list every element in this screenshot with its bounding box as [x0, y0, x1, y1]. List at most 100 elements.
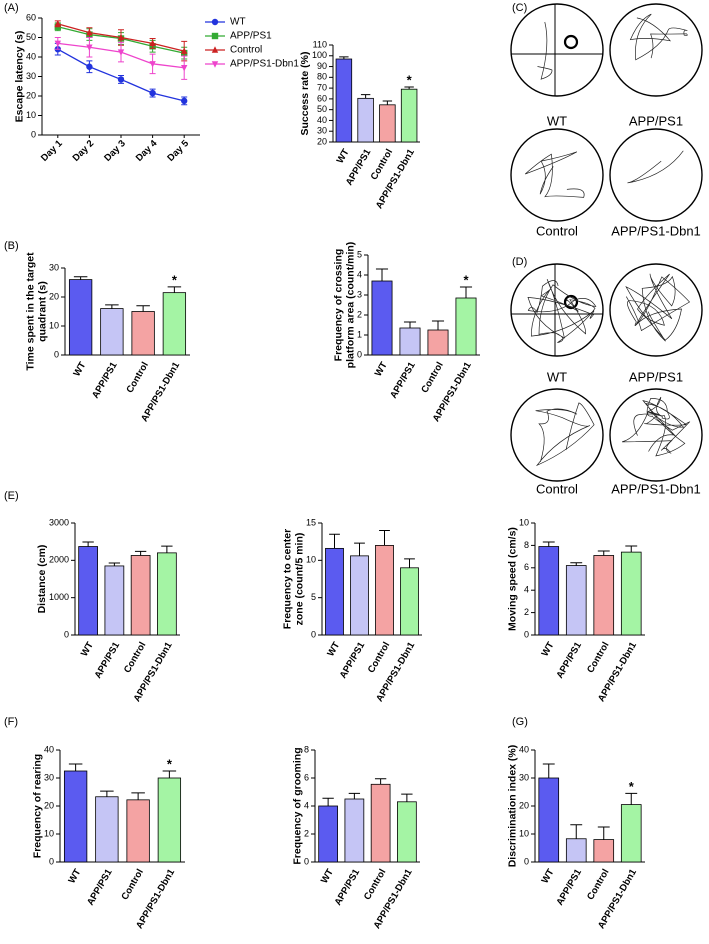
y-axis-label: Time spent in the target: [24, 252, 36, 371]
bar: [100, 308, 124, 356]
error-bar: [379, 529, 390, 546]
error-bar: [136, 305, 150, 312]
bar: [325, 547, 344, 636]
error-bar: [354, 542, 365, 556]
x-tick-label: Day 5: [165, 138, 191, 164]
pool: [609, 128, 703, 222]
x-tick-label: Control: [122, 640, 148, 675]
significance-mark: *: [407, 72, 413, 87]
y-tick-label: 3000: [49, 517, 69, 527]
error-bar: [431, 320, 445, 330]
x-tick-label: WT: [79, 640, 96, 658]
point: [149, 61, 156, 68]
y-tick-label: 30: [317, 126, 327, 136]
trajectory-label: WT: [547, 369, 567, 384]
bar: [162, 292, 187, 356]
y-tick-label: 8: [304, 744, 309, 754]
x-tick-label: APP/PS1: [554, 867, 584, 908]
y-axis-label: Frequency of rearing: [31, 754, 43, 858]
y-tick-label: 2000: [49, 555, 69, 565]
y-tick-label: 0: [524, 856, 529, 866]
y-tick-label: 10: [44, 828, 54, 838]
bar: [68, 279, 93, 356]
y-tick-label: 110: [313, 39, 327, 49]
pool: [609, 388, 703, 482]
point: [54, 40, 61, 48]
y-tick-label: 6: [524, 562, 529, 572]
y-tick-label: 5: [311, 592, 316, 602]
x-tick-label: Control: [585, 640, 611, 675]
swim-path: [527, 278, 597, 344]
error-bar: [82, 541, 94, 547]
swim-path: [537, 21, 553, 80]
bar: [95, 796, 119, 863]
error-bar: [375, 268, 389, 281]
y-axis-label: Success rate (%): [299, 51, 311, 135]
x-tick-label: APP/PS1: [90, 360, 120, 401]
error-bar: [161, 545, 173, 553]
bar: [157, 552, 177, 636]
x-tick-label: Day 1: [39, 138, 65, 164]
bar: [593, 839, 615, 863]
y-tick-label: 10: [519, 517, 529, 527]
error-bar: [570, 824, 583, 839]
point: [211, 61, 219, 68]
panel-label: (G): [512, 716, 528, 728]
bar: [335, 58, 353, 143]
point: [149, 89, 156, 97]
y-tick-label: 40: [317, 115, 327, 125]
legend-label: WT: [230, 17, 246, 28]
bar: [131, 311, 155, 356]
y-tick-label: 10: [306, 555, 316, 565]
y-axis-label: zone (count/5 min): [293, 533, 305, 626]
y-tick-label: 40: [519, 744, 529, 754]
pool: [510, 128, 604, 222]
error-bar: [597, 550, 610, 556]
bar: [455, 297, 477, 356]
y-tick-label: 100: [312, 50, 327, 60]
y-tick-label: 20: [26, 90, 36, 100]
y-tick-label: 20: [49, 291, 59, 301]
panel-label: (C): [512, 2, 527, 14]
y-axis-label: Escape latency (s): [13, 31, 25, 123]
error-bar: [625, 792, 638, 805]
bar: [130, 555, 151, 636]
y-axis-label: Frequency of crossing: [333, 249, 345, 362]
bar: [593, 555, 615, 636]
y-tick-label: 1000: [49, 592, 69, 602]
y-tick-label: 40: [44, 744, 54, 754]
y-tick-label: 60: [317, 93, 327, 103]
y-tick-label: 10: [519, 828, 529, 838]
bar: [538, 546, 560, 636]
bar: [379, 104, 396, 143]
y-axis-label: Frequency of grooming: [292, 747, 304, 864]
y-axis-label: Distance (cm): [36, 545, 48, 614]
error-bar: [360, 94, 371, 99]
quadrant-lines: [511, 4, 603, 96]
error-bar: [403, 321, 417, 328]
bar: [565, 565, 587, 636]
bar: [371, 280, 393, 356]
swim-path: [524, 151, 585, 198]
significance-mark: *: [629, 779, 635, 794]
y-tick-label: 50: [26, 32, 36, 42]
bar: [400, 567, 419, 636]
trajectory-label: WT: [547, 113, 567, 128]
bar: [427, 329, 449, 356]
y-tick-label: 1: [357, 329, 362, 339]
error-bar: [100, 790, 114, 797]
y-tick-label: 0: [49, 856, 54, 866]
swim-path: [627, 150, 684, 184]
y-axis-label: Discrimination index (%): [506, 745, 518, 868]
swim-path: [629, 13, 688, 61]
trajectory-label: APP/PS1: [629, 369, 683, 384]
bar: [350, 555, 369, 636]
y-tick-label: 20: [44, 800, 54, 810]
panel-label: (E): [4, 490, 19, 502]
point: [181, 47, 188, 54]
trajectory-label: APP/PS1: [629, 113, 683, 128]
x-tick-label: WT: [540, 640, 557, 658]
error-bar: [134, 550, 147, 556]
swim-path: [622, 396, 691, 457]
